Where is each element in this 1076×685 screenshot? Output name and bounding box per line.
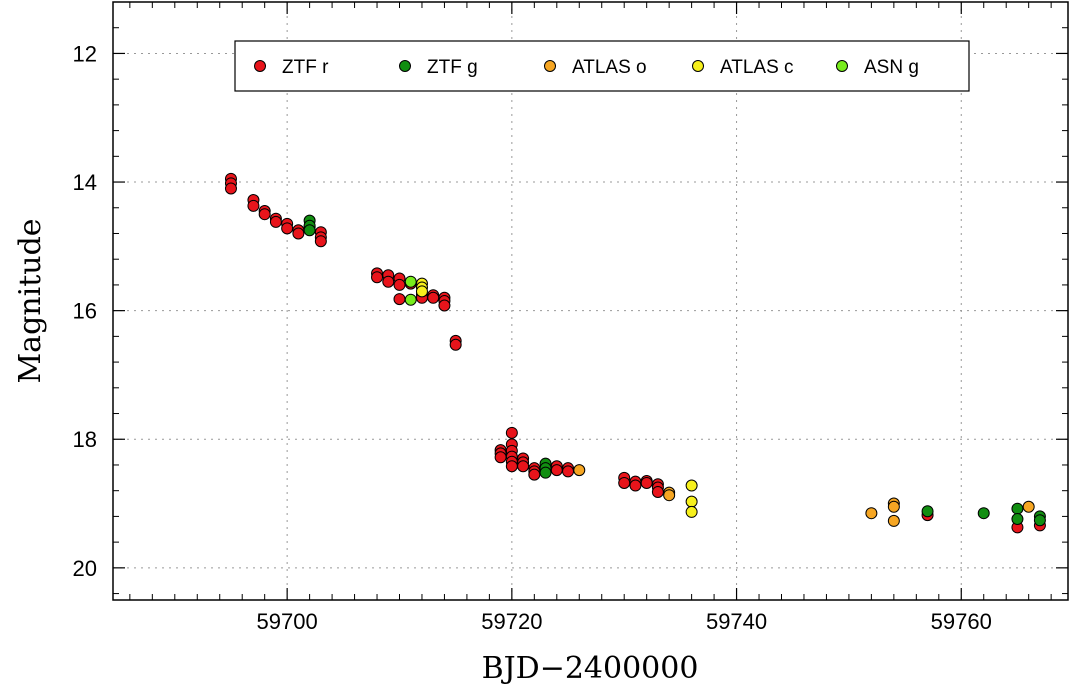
y-tick-label: 16: [73, 299, 97, 324]
point-atlas-c: [685, 495, 698, 508]
point-ztf-r: [640, 476, 653, 489]
point-ztf-g: [1011, 512, 1024, 525]
point-ztf-r: [258, 208, 271, 221]
point-ztf-r: [224, 182, 237, 195]
x-tick-label: 59760: [931, 609, 992, 634]
point-ztf-r: [393, 293, 406, 306]
point-atlas-c: [685, 505, 698, 518]
legend-marker-asn-g: [836, 60, 848, 72]
point-ztf-r: [494, 451, 507, 464]
legend-label-ztf-g: ZTF g: [427, 57, 478, 78]
point-ztf-r: [550, 464, 563, 477]
point-ztf-r: [438, 299, 451, 312]
point-ztf-g: [1033, 514, 1046, 527]
point-ztf-r: [629, 479, 642, 492]
point-ztf-r: [562, 465, 575, 478]
grid: [113, 2, 1068, 600]
point-ztf-r: [505, 426, 518, 439]
point-asn-g: [404, 275, 417, 288]
point-ztf-r: [371, 271, 384, 284]
point-ztf-g: [1011, 502, 1024, 515]
point-atlas-o: [887, 514, 900, 527]
y-tick-label: 12: [73, 41, 97, 66]
legend-label-atlas-o: ATLAS o: [572, 57, 647, 78]
y-tick-label: 14: [73, 170, 97, 195]
point-atlas-c: [685, 479, 698, 492]
plot-frame: [112, 1, 1069, 601]
point-ztf-g: [977, 507, 990, 520]
legend: ZTF r ZTF g ATLAS o ATLAS c ASN g: [234, 40, 970, 92]
point-asn-g: [404, 293, 417, 306]
legend-marker-ztf-r: [254, 60, 266, 72]
point-ztf-r: [505, 460, 518, 473]
x-tick-label: 59700: [257, 609, 318, 634]
point-atlas-o: [865, 507, 878, 520]
tick-labels: 59700 59720 59740 59760 12 14 16 18 20: [73, 41, 992, 634]
x-axis-title: BJD−2400000: [482, 651, 699, 685]
point-atlas-o: [573, 464, 586, 477]
legend-marker-atlas-o: [544, 60, 556, 72]
point-ztf-r: [449, 338, 462, 351]
point-atlas-o: [663, 489, 676, 502]
y-tick-label: 20: [73, 556, 97, 581]
point-ztf-r: [517, 460, 530, 473]
point-ztf-r: [393, 278, 406, 291]
point-ztf-r: [651, 485, 664, 498]
point-ztf-r: [618, 476, 631, 489]
point-ztf-g: [539, 466, 552, 479]
y-axis-title: Magnitude: [13, 218, 48, 383]
point-ztf-r: [528, 468, 541, 481]
point-ztf-g: [303, 224, 316, 237]
legend-label-atlas-c: ATLAS c: [720, 57, 794, 78]
legend-label-ztf-r: ZTF r: [282, 57, 329, 78]
point-ztf-r: [427, 291, 440, 304]
legend-marker-ztf-g: [399, 60, 411, 72]
point-atlas-o: [887, 500, 900, 513]
legend-marker-atlas-c: [692, 60, 704, 72]
point-atlas-c: [415, 285, 428, 298]
axis-ticks: [113, 1, 1068, 600]
x-tick-label: 59720: [481, 609, 542, 634]
point-ztf-r: [292, 227, 305, 240]
data-points: [224, 172, 1046, 534]
point-ztf-r: [382, 275, 395, 288]
x-tick-label: 59740: [706, 609, 767, 634]
legend-label-asn-g: ASN g: [864, 57, 919, 78]
point-ztf-r: [314, 235, 327, 248]
point-atlas-o: [1022, 500, 1035, 513]
point-ztf-r: [269, 215, 282, 228]
y-tick-label: 18: [73, 427, 97, 452]
point-ztf-g: [921, 505, 934, 518]
point-ztf-r: [247, 199, 260, 212]
point-ztf-r: [281, 222, 294, 235]
